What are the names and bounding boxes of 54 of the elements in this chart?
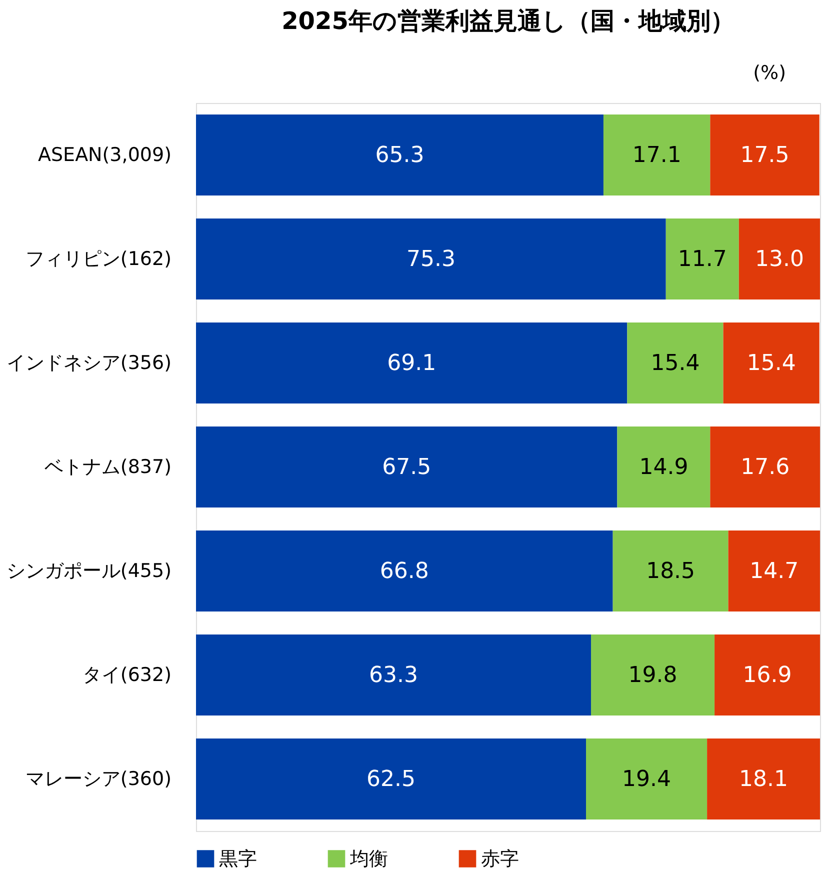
bar	[707, 738, 820, 820]
bar	[603, 114, 710, 196]
bar	[196, 738, 586, 820]
legend-label: 赤字	[481, 848, 519, 870]
data-label: 62.5	[366, 767, 416, 792]
data-label: 14.9	[639, 455, 688, 480]
data-label: 17.5	[740, 143, 790, 168]
data-label: 67.5	[382, 455, 432, 480]
y-tick-label: タイ(632)	[82, 664, 172, 686]
bar	[710, 426, 820, 508]
bar	[714, 634, 820, 716]
bar	[590, 634, 715, 716]
bar	[196, 530, 613, 612]
data-label: 14.7	[750, 559, 799, 584]
bar	[196, 426, 618, 508]
data-label: 11.7	[678, 247, 727, 272]
bar	[666, 218, 739, 300]
y-tick-label: インドネシア(356)	[6, 352, 172, 374]
data-label: 17.1	[632, 143, 682, 168]
data-label: 65.3	[375, 143, 424, 168]
data-label: 15.4	[650, 351, 700, 376]
data-label: 75.3	[406, 247, 456, 272]
bar	[723, 322, 820, 404]
bar	[196, 218, 666, 300]
y-tick-label: シンガポール(455)	[6, 560, 172, 582]
y-tick-label: ベトナム(837)	[44, 456, 172, 478]
y-tick-label: フィリピン(162)	[25, 248, 172, 270]
bar	[627, 322, 724, 404]
data-label: 16.9	[742, 663, 792, 688]
data-label: 17.6	[740, 455, 790, 480]
bar	[196, 634, 591, 716]
data-label: 18.5	[646, 559, 696, 584]
bar	[710, 114, 820, 196]
bar	[196, 322, 628, 404]
chart-title: 2025年の営業利益見通し（国・地域別）	[282, 7, 734, 35]
legend-label: 黒字	[219, 848, 257, 870]
bar	[196, 114, 604, 196]
y-tick-label: マレーシア(360)	[25, 768, 172, 790]
bar	[617, 426, 710, 508]
data-label: 19.4	[622, 767, 672, 792]
data-label: 63.3	[369, 663, 418, 688]
data-label: 66.8	[380, 559, 429, 584]
bar	[586, 738, 708, 820]
data-label: 19.8	[628, 663, 678, 688]
text: (%)	[753, 62, 786, 84]
bar	[728, 530, 820, 612]
data-label: 69.1	[387, 351, 436, 376]
data-label: 18.1	[739, 767, 788, 792]
y-tick-label: ASEAN(3,009)	[38, 144, 172, 166]
data-label: 15.4	[746, 351, 796, 376]
bar	[738, 218, 820, 300]
legend-label: 均衡	[349, 848, 388, 870]
data-label: 13.0	[754, 247, 804, 272]
bar	[612, 530, 728, 612]
